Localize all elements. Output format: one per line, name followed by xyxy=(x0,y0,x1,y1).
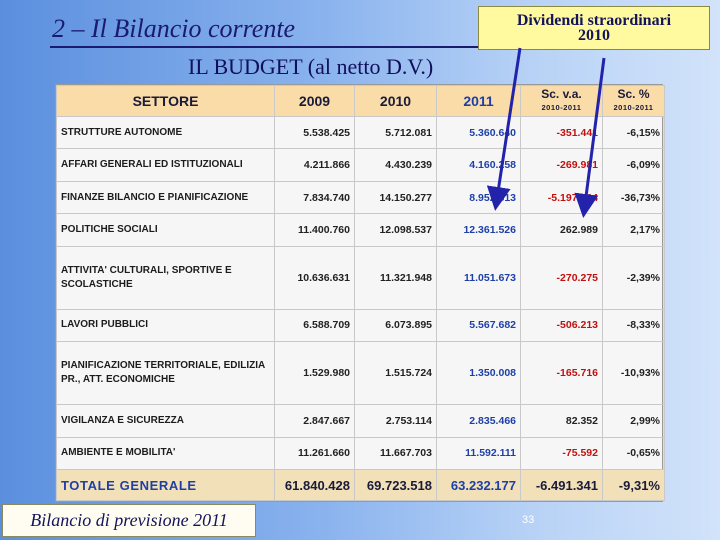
header-2011: 2011 xyxy=(436,85,521,117)
cell-sc-va: -269.981 xyxy=(520,148,603,182)
cell-sc-va: -351.441 xyxy=(520,115,603,150)
total-label: TOTALE GENERALE xyxy=(56,469,275,501)
cell-2010: 4.430.239 xyxy=(354,148,437,182)
cell-sc-pct: -10,93% xyxy=(602,341,665,406)
cell-sc-va: 82.352 xyxy=(520,404,603,438)
header-sc-pct: Sc. % 2010-2011 xyxy=(602,85,665,117)
budget-table-container: SETTORE 2009 2010 2011 Sc. v.a. 2010-201… xyxy=(55,84,665,502)
cell-sc-va: 262.989 xyxy=(520,213,603,247)
cell-2010: 2.753.114 xyxy=(354,404,437,438)
header-2010: 2010 xyxy=(354,85,437,117)
table-row: FINANZE BILANCIO E PIANIFICAZIONE 7.834.7… xyxy=(56,180,665,215)
table-row: AMBIENTE E MOBILITA' 11.261.660 11.667.703… xyxy=(56,436,665,470)
cell-sc-va: -75.592 xyxy=(520,436,603,470)
row-label: AMBIENTE E MOBILITA' xyxy=(56,436,275,470)
budget-title: IL BUDGET (al netto D.V.) xyxy=(188,54,434,79)
cell-2009: 2.847.667 xyxy=(274,404,355,438)
header-settore: SETTORE xyxy=(56,85,275,117)
cell-2011: 4.160.258 xyxy=(436,148,521,182)
total-2009: 61.840.428 xyxy=(274,469,355,501)
cell-2011: 2.835.466 xyxy=(436,404,521,438)
header-sc-va-label: Sc. v.a. xyxy=(541,87,582,101)
table-header-row: SETTORE 2009 2010 2011 Sc. v.a. 2010-201… xyxy=(56,85,665,117)
slide-title: 2 – Il Bilancio corrente xyxy=(52,14,296,43)
cell-2010: 11.667.703 xyxy=(354,436,437,470)
cell-2010: 12.098.537 xyxy=(354,213,437,247)
header-2009: 2009 xyxy=(274,85,355,117)
cell-2009: 11.400.760 xyxy=(274,213,355,247)
table-body: STRUTTURE AUTONOME 5.538.425 5.712.081 5.36… xyxy=(56,115,665,470)
row-label: ATTIVITA' CULTURALI, SPORTIVE E SCOLASTI… xyxy=(56,245,275,310)
title-underline xyxy=(50,46,480,48)
row-label: VIGILANZA E SICUREZZA xyxy=(56,404,275,438)
cell-sc-va: -506.213 xyxy=(520,308,603,343)
cell-2010: 5.712.081 xyxy=(354,115,437,150)
header-sc-pct-label: Sc. % xyxy=(617,87,650,101)
cell-2009: 10.636.631 xyxy=(274,245,355,310)
row-label: AFFARI GENERALI ED ISTITUZIONALI xyxy=(56,148,275,182)
callout-line-1: Dividendi straordinari xyxy=(516,12,672,29)
budget-table: SETTORE 2009 2010 2011 Sc. v.a. 2010-201… xyxy=(56,85,665,501)
cell-sc-pct: -6,09% xyxy=(602,148,665,182)
cell-2009: 6.588.709 xyxy=(274,308,355,343)
total-2011: 63.232.177 xyxy=(436,469,521,501)
total-row: TOTALE GENERALE 61.840.428 69.723.518 63… xyxy=(56,469,665,501)
row-label: LAVORI PUBBLICI xyxy=(56,308,275,343)
table-row: VIGILANZA E SICUREZZA 2.847.667 2.753.114 2… xyxy=(56,404,665,438)
cell-sc-pct: -6,15% xyxy=(602,115,665,150)
cell-sc-pct: -2,39% xyxy=(602,245,665,310)
cell-sc-pct: 2,17% xyxy=(602,213,665,247)
cell-2011: 5.360.640 xyxy=(436,115,521,150)
cell-2011: 8.952.813 xyxy=(436,180,521,215)
cell-2009: 11.261.660 xyxy=(274,436,355,470)
cell-sc-va: -5.197.464 xyxy=(520,180,603,215)
header-sc-pct-sub: 2010-2011 xyxy=(613,103,654,112)
table-row: AFFARI GENERALI ED ISTITUZIONALI 4.211.86… xyxy=(56,148,665,182)
cell-2009: 7.834.740 xyxy=(274,180,355,215)
cell-2011: 11.051.673 xyxy=(436,245,521,310)
footer-caption: Bilancio di previsione 2011 xyxy=(2,504,256,537)
cell-2010: 1.515.724 xyxy=(354,341,437,406)
cell-sc-va: -165.716 xyxy=(520,341,603,406)
cell-2011: 11.592.111 xyxy=(436,436,521,470)
table-row: STRUTTURE AUTONOME 5.538.425 5.712.081 5.36… xyxy=(56,115,665,150)
table-row: POLITICHE SOCIALI 11.400.760 12.098.537 12.… xyxy=(56,213,665,247)
cell-sc-pct: -36,73% xyxy=(602,180,665,215)
table-row: LAVORI PUBBLICI 6.588.709 6.073.895 5.567.6… xyxy=(56,308,665,343)
cell-2010: 11.321.948 xyxy=(354,245,437,310)
row-label: STRUTTURE AUTONOME xyxy=(56,115,275,150)
row-label: PIANIFICAZIONE TERRITORIALE, EDILIZIA PR… xyxy=(56,341,275,406)
cell-2011: 1.350.008 xyxy=(436,341,521,406)
row-label: POLITICHE SOCIALI xyxy=(56,213,275,247)
cell-sc-va: -270.275 xyxy=(520,245,603,310)
cell-2009: 1.529.980 xyxy=(274,341,355,406)
header-sc-va: Sc. v.a. 2010-2011 xyxy=(520,85,603,117)
cell-2009: 4.211.866 xyxy=(274,148,355,182)
total-sc-pct: -9,31% xyxy=(602,469,665,501)
cell-2011: 5.567.682 xyxy=(436,308,521,343)
row-label: FINANZE BILANCIO E PIANIFICAZIONE xyxy=(56,180,275,215)
dividend-callout: Dividendi straordinari 2010 xyxy=(478,6,710,50)
callout-line-2: 2010 xyxy=(578,27,610,44)
table-row: PIANIFICAZIONE TERRITORIALE, EDILIZIA PR… xyxy=(56,341,665,406)
table-row: ATTIVITA' CULTURALI, SPORTIVE E SCOLASTI… xyxy=(56,245,665,310)
cell-sc-pct: -8,33% xyxy=(602,308,665,343)
cell-2010: 14.150.277 xyxy=(354,180,437,215)
cell-2010: 6.073.895 xyxy=(354,308,437,343)
total-sc-va: -6.491.341 xyxy=(520,469,603,501)
total-2010: 69.723.518 xyxy=(354,469,437,501)
cell-sc-pct: -0,65% xyxy=(602,436,665,470)
cell-sc-pct: 2,99% xyxy=(602,404,665,438)
page-number: 33 xyxy=(522,514,535,526)
cell-2009: 5.538.425 xyxy=(274,115,355,150)
header-sc-va-sub: 2010-2011 xyxy=(541,103,582,112)
cell-2011: 12.361.526 xyxy=(436,213,521,247)
